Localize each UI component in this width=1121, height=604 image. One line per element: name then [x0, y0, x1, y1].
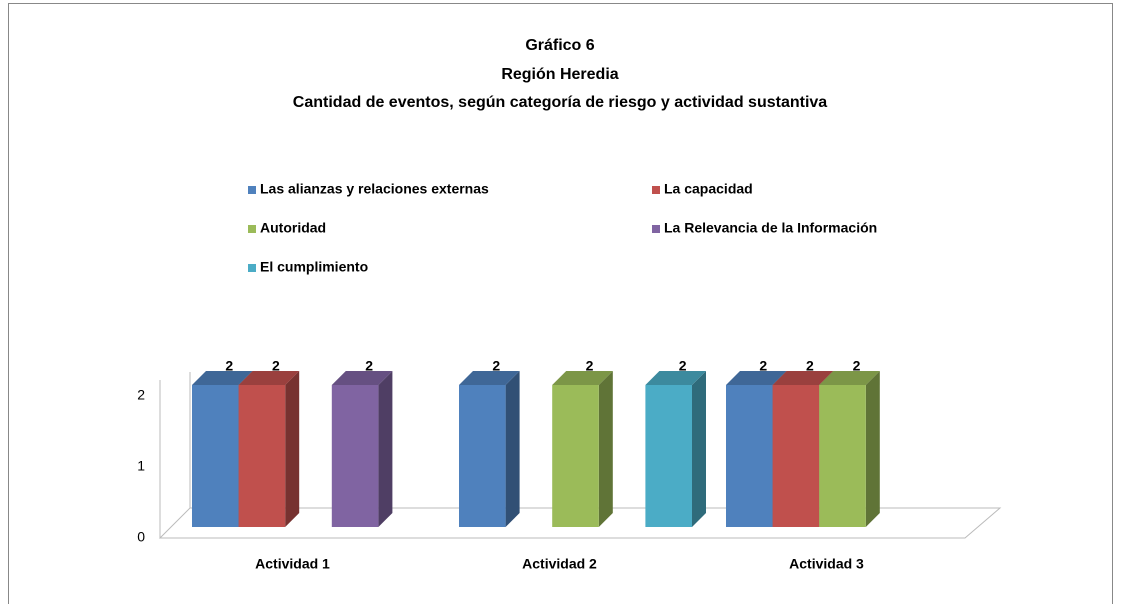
legend-swatch [248, 186, 256, 194]
legend-label: La Relevancia de la Información [664, 220, 877, 236]
data-label: 2 [272, 358, 280, 374]
bar [238, 385, 286, 527]
chart-title: Cantidad de eventos, según categoría de … [293, 94, 827, 111]
bar-top [238, 371, 300, 385]
bar-top [459, 371, 520, 385]
data-label: 2 [679, 358, 687, 374]
legend-label: Autoridad [260, 220, 326, 236]
data-label: 2 [225, 358, 233, 374]
legend-swatch [652, 186, 660, 194]
bar-side [598, 371, 613, 527]
chart-title: Gráfico 6 [525, 37, 594, 54]
data-label: 2 [806, 358, 814, 374]
bar-side [285, 371, 300, 527]
legend-swatch [248, 264, 256, 272]
bar-side [692, 371, 706, 527]
floor [158, 507, 1002, 539]
bar-top [726, 371, 787, 385]
bar-top [819, 371, 880, 385]
y-tick-label: 1 [137, 458, 145, 474]
bar [552, 385, 599, 527]
data-label: 2 [492, 358, 500, 374]
x-tick-label: Actividad 3 [789, 556, 864, 572]
bar [726, 385, 773, 527]
data-label: 2 [853, 358, 861, 374]
bar [645, 385, 692, 527]
bar-top [772, 371, 834, 385]
x-tick-label: Actividad 1 [255, 556, 330, 572]
bar [772, 385, 820, 527]
bar-side [865, 371, 880, 527]
legend-label: La capacidad [664, 181, 753, 197]
legend-label: El cumplimiento [260, 259, 368, 275]
bar-side [378, 371, 393, 527]
data-label: 2 [365, 358, 373, 374]
bar [331, 385, 379, 527]
legend-label: Las alianzas y relaciones externas [260, 181, 489, 197]
legend-swatch [248, 225, 256, 233]
bar-top [331, 371, 393, 385]
bar [459, 385, 506, 527]
legend-swatch [652, 225, 660, 233]
bar [819, 385, 866, 527]
data-label: 2 [759, 358, 767, 374]
bar-top [192, 371, 253, 385]
y-tick-label: 0 [137, 529, 145, 545]
y-tick-label: 2 [137, 387, 145, 403]
chart-title: Región Heredia [501, 66, 618, 83]
x-tick-label: Actividad 2 [522, 556, 597, 572]
bar-side [505, 371, 520, 527]
bar-top [552, 371, 613, 385]
bar-top [645, 371, 706, 385]
bar [192, 385, 239, 527]
data-label: 2 [586, 358, 594, 374]
